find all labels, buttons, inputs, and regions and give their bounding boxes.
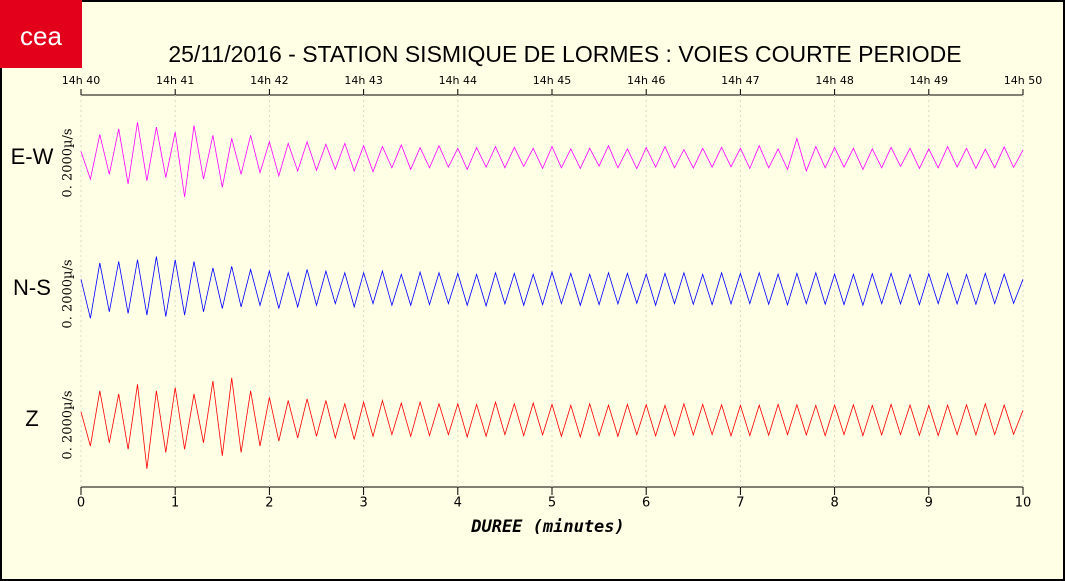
top-tick-label: 14h 48 — [815, 74, 853, 87]
top-tick-label: 14h 42 — [250, 74, 288, 87]
trace — [80, 377, 1024, 469]
top-tick-label: 14h 41 — [156, 74, 194, 87]
trace-label: E-W — [11, 144, 54, 169]
top-tick-label: 14h 47 — [721, 74, 759, 87]
x-tick-label: 2 — [265, 496, 273, 511]
x-tick-label: 7 — [736, 496, 744, 511]
top-tick-label: 14h 45 — [533, 74, 571, 87]
top-tick-label: 14h 44 — [439, 74, 477, 87]
x-tick-label: 8 — [830, 496, 838, 511]
trace-label: N-S — [13, 275, 51, 300]
top-tick-label: 14h 46 — [627, 74, 665, 87]
trace — [80, 122, 1024, 198]
x-tick-label: 4 — [454, 496, 462, 511]
top-tick-label: 14h 49 — [910, 74, 948, 87]
top-tick-label: 14h 43 — [344, 74, 382, 87]
top-tick-label: 14h 40 — [62, 74, 100, 87]
x-tick-label: 9 — [925, 496, 933, 511]
x-tick-label: 3 — [359, 496, 367, 511]
x-tick-label: 1 — [171, 496, 179, 511]
x-tick-label: 10 — [1015, 496, 1032, 511]
top-tick-label: 14h 50 — [1004, 74, 1042, 87]
x-axis-label: DUREE (minutes) — [470, 517, 625, 537]
x-tick-label: 0 — [77, 496, 85, 511]
scale-label: 0. 2000µ/s — [61, 390, 76, 459]
trace — [80, 256, 1024, 319]
x-tick-label: 6 — [642, 496, 650, 511]
chart-title: 25/11/2016 - STATION SISMIQUE DE LORMES … — [168, 41, 961, 67]
x-tick-label: 5 — [548, 496, 556, 511]
scale-label: 0. 2000µ/s — [61, 259, 76, 328]
logo-text: cea — [20, 21, 62, 51]
scale-label: 0. 2000µ/s — [61, 128, 76, 197]
logo-box — [0, 0, 82, 68]
trace-label: Z — [25, 406, 38, 431]
